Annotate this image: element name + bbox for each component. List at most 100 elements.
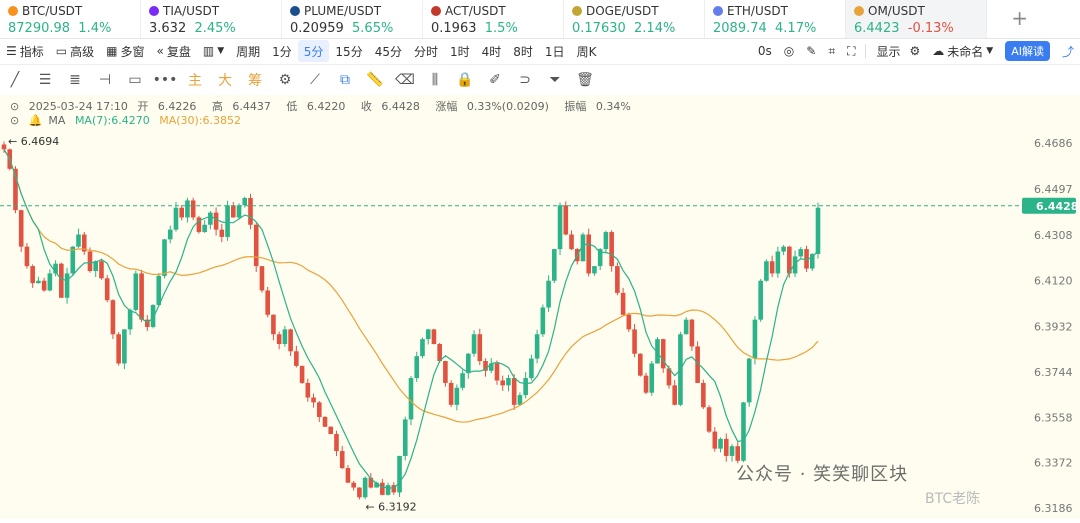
bell-icon[interactable]: 🔔	[28, 114, 43, 127]
pencil-icon[interactable]: ✎	[806, 44, 817, 58]
ai-interpret-button[interactable]: AI解读	[999, 40, 1056, 62]
camera-icon[interactable]: ◎	[783, 44, 795, 58]
interval-7[interactable]: 8时	[513, 44, 533, 59]
candle-body	[225, 205, 230, 237]
trash-icon[interactable]: 🗑	[576, 72, 594, 88]
indicators-button[interactable]: ☰ 指标	[6, 44, 44, 59]
interval-1[interactable]: 5分	[297, 40, 330, 62]
magnet-icon[interactable]: ⊃	[519, 72, 531, 88]
ticker-tab[interactable]: TIA/USDT 3.632 2.45%	[141, 0, 282, 38]
ticker-tab[interactable]: ACT/USDT 0.1963 1.5%	[423, 0, 564, 38]
candle-body	[706, 407, 712, 432]
interval-2[interactable]: 15分	[335, 44, 363, 59]
candle-body	[208, 212, 213, 225]
candle-body	[104, 278, 110, 301]
interval-4[interactable]: 分时	[413, 44, 438, 59]
candlestick-chart[interactable]: 6.4686 6.4497 6.4308 6.4120 6.3932 6.3744 6.35…	[0, 95, 1080, 519]
y-tick-label: 6.3372	[1034, 457, 1073, 470]
candle-body	[506, 378, 511, 386]
replay-button[interactable]: «复盘	[156, 44, 191, 59]
chart-area[interactable]: 6.4686 6.4497 6.4308 6.4120 6.3932 6.3744 6.35…	[0, 95, 1080, 519]
interval-8[interactable]: 1日	[544, 44, 565, 59]
candle-body	[253, 224, 259, 267]
candle-body	[185, 200, 190, 218]
fullscreen-icon[interactable]: ⛶	[847, 43, 856, 58]
candle-body	[156, 275, 162, 306]
period-button[interactable]: 周期	[236, 44, 261, 59]
filter-icon[interactable]: ⏷	[549, 72, 561, 88]
ohlc-info: ⊙ 2025-03-24 17:10 开 6.4226 高 6.4437 低 6…	[10, 100, 631, 113]
interval-6[interactable]: 4时	[481, 44, 502, 59]
interval-5[interactable]: 1时	[450, 44, 470, 59]
candle-body	[471, 334, 477, 354]
candle-body	[13, 168, 18, 211]
candle-body	[133, 273, 139, 310]
big-chip-button[interactable]: 大	[218, 73, 232, 89]
candle-body	[672, 385, 677, 405]
more-tools-icon[interactable]: •••	[152, 72, 178, 88]
interval-3[interactable]: 45分	[374, 44, 402, 59]
horizontal-line-icon[interactable]: ⊣	[98, 72, 112, 88]
candle-body	[620, 292, 626, 315]
ticker-tab[interactable]: ETH/USDT 2089.74 4.17%	[705, 0, 846, 38]
drawing-toolbar: ╱ ☰ ≣ ⊣ ▭ ••• 主 大 筹 ⚙ ⟋ ⧉ 📏 ⌫ ⫼ 🔒 ✐ ⊃ ⏷ …	[0, 65, 1080, 95]
candle-body	[248, 197, 253, 225]
indicator-settings-icon[interactable]: ⚙	[278, 72, 292, 88]
candle-body	[167, 229, 173, 240]
crop-icon[interactable]: ⌗	[828, 43, 836, 58]
ticker-tabs: BTC/USDT 87290.98 1.4% TIA/USDT 3.632 2.45%…	[0, 0, 1080, 39]
measure-icon[interactable]: ⟋	[310, 72, 320, 88]
template-button[interactable]: ☁ 未命名 ▼	[932, 44, 994, 59]
multi-window-button[interactable]: ▦ 多窗	[106, 44, 145, 59]
rectangle-icon[interactable]: ▭	[128, 72, 142, 88]
collapse-icon[interactable]: ⊙	[10, 114, 20, 127]
ticker-tab[interactable]: DOGE/USDT 0.17630 2.14%	[564, 0, 705, 38]
ruler-icon[interactable]: 📏	[366, 72, 384, 88]
candle-body	[179, 207, 185, 218]
note-icon[interactable]: ✐	[489, 72, 501, 88]
collapse-icon[interactable]: ⊙	[10, 100, 20, 113]
trend-line-icon[interactable]: ╱	[10, 72, 20, 88]
advanced-icon: ▭	[55, 44, 68, 58]
main-chip-button[interactable]: 主	[188, 73, 202, 89]
chip-distribution-button[interactable]: 筹	[248, 73, 262, 89]
display-button[interactable]: 显示 ⚙	[876, 44, 921, 59]
eraser-icon[interactable]: ⌫	[395, 72, 415, 88]
horizontal-lines-icon[interactable]: ☰	[38, 72, 52, 88]
plume-icon	[290, 6, 300, 16]
ticker-tab[interactable]: BTC/USDT 87290.98 1.4%	[0, 0, 141, 38]
candle-body	[769, 261, 775, 274]
candle-body	[368, 477, 374, 488]
candle-body	[540, 307, 546, 335]
ticker-tab[interactable]: OM/USDT 6.4423 -0.13%	[846, 0, 987, 38]
parallel-channel-icon[interactable]: ≣	[69, 72, 81, 88]
interval-9[interactable]: 周K	[576, 44, 597, 59]
watermark: 公众号 · 笑笑聊区块	[736, 464, 909, 485]
eth-icon	[713, 6, 723, 16]
select-icon[interactable]: ⧉	[340, 72, 350, 88]
y-tick-label: 6.4120	[1034, 275, 1073, 288]
candle-body	[299, 365, 305, 383]
candle-body	[695, 346, 700, 383]
candle-body	[99, 261, 104, 279]
bars-icon[interactable]: ⫼	[431, 72, 439, 88]
candle-body	[122, 329, 127, 364]
cloud-icon: ☁	[932, 44, 945, 58]
candle-body	[798, 249, 804, 257]
add-tab-icon[interactable]: +	[1011, 6, 1028, 30]
share-icon[interactable]: ⤴	[1061, 44, 1074, 59]
chart-type-button[interactable]: ▥ ▼	[197, 40, 230, 62]
candle-body	[64, 273, 70, 298]
candle-body	[666, 368, 672, 386]
high-marker: ← 6.4694	[8, 135, 59, 148]
advanced-button[interactable]: ▭ 高级	[55, 44, 95, 59]
candle-body	[127, 309, 133, 330]
candle-body	[374, 482, 379, 488]
candle-body	[259, 266, 265, 291]
candle-body	[431, 329, 437, 344]
interval-0[interactable]: 1分	[272, 44, 292, 59]
lock-icon[interactable]: 🔒	[456, 72, 474, 88]
ma7-line	[3, 148, 819, 489]
candle-body	[93, 261, 99, 271]
ticker-tab[interactable]: PLUME/USDT 0.20959 5.65%	[282, 0, 423, 38]
